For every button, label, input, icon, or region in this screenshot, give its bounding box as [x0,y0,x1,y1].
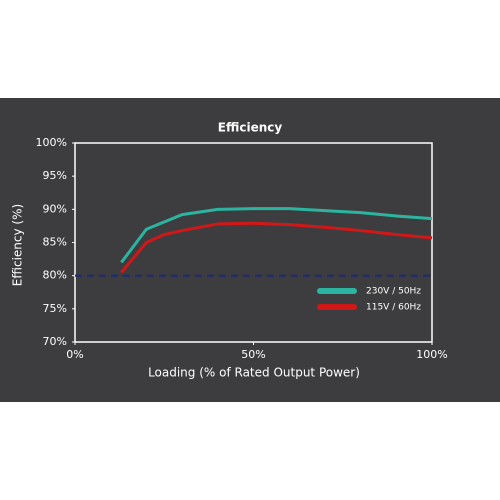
chart-panel [0,98,500,402]
y-tick-label: 75% [43,302,67,315]
series-line [120,221,433,274]
y-axis-label: Efficiency (%) [11,204,25,286]
chart-title: Efficiency [218,121,283,135]
y-tick-label: 85% [43,236,67,249]
x-tick-label: 50% [241,348,265,361]
series-line [120,207,433,264]
y-tick-label: 80% [43,269,67,282]
x-tick-label: 0% [66,348,83,361]
legend-label: 230V / 50Hz [366,287,421,297]
x-axis-label: Loading (% of Rated Output Power) [148,366,360,380]
y-tick-label: 90% [43,202,67,215]
legend-label: 115V / 60Hz [366,303,421,313]
y-tick-label: 100% [36,136,67,149]
y-tick-label: 70% [43,335,67,348]
y-tick-label: 95% [43,169,67,182]
x-tick-label: 100% [416,348,447,361]
